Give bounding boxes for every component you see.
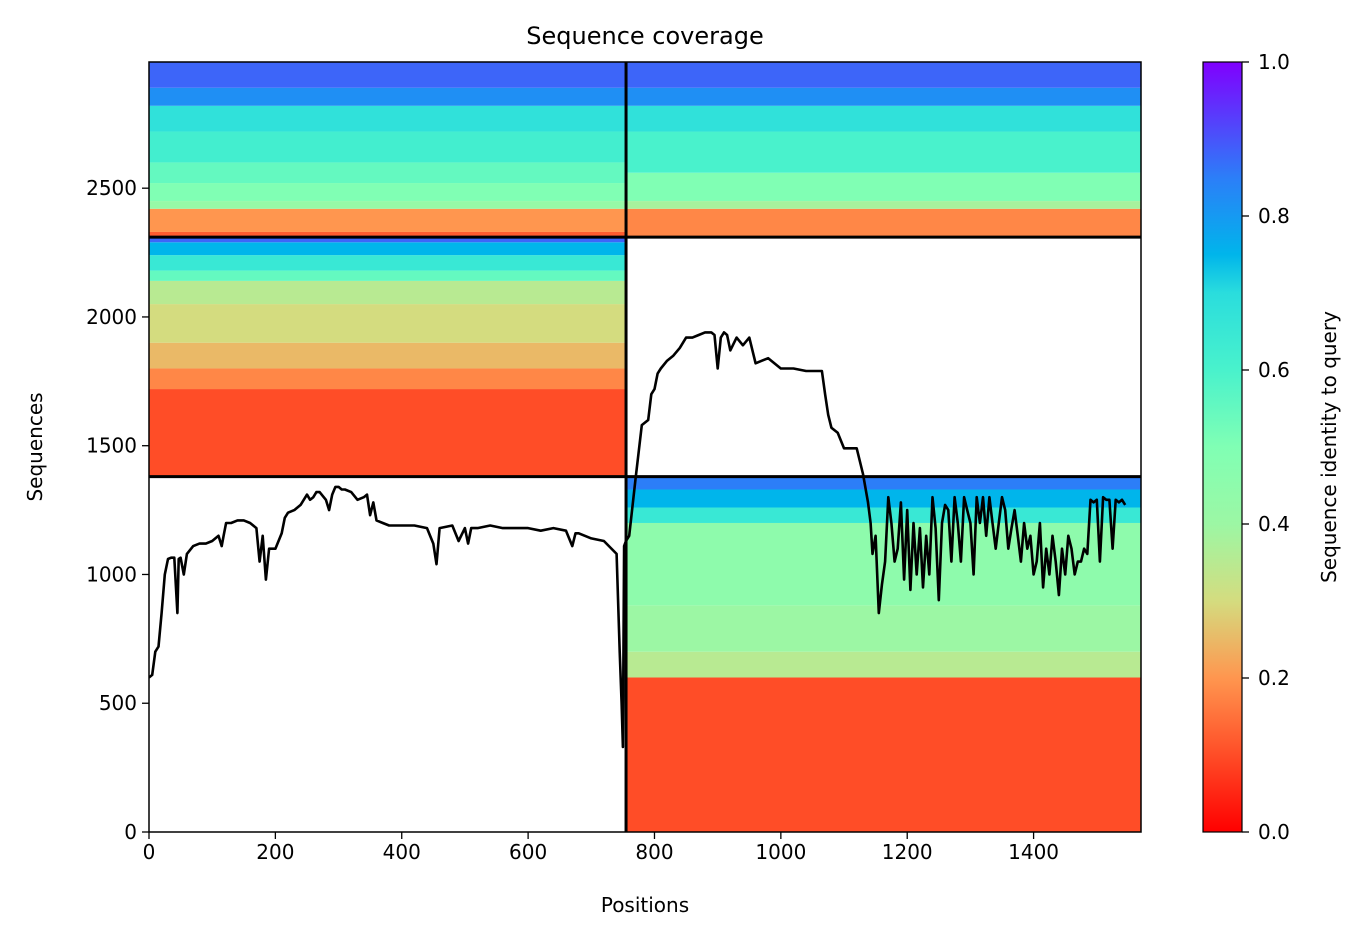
x-tick-label-200: 200 xyxy=(256,840,294,864)
coverage-band-3-6 xyxy=(626,476,1141,490)
colorbar-tick-label-0.6: 0.6 xyxy=(1258,358,1290,382)
y-tick-label-2500: 2500 xyxy=(86,176,137,200)
coverage-band-0-1 xyxy=(149,208,627,232)
x-tick-label-1000: 1000 xyxy=(755,840,806,864)
coverage-band-1-4 xyxy=(626,105,1141,132)
plot-frame xyxy=(148,61,1142,833)
coverage-band-2-6 xyxy=(149,255,627,271)
colorbar-ticks: 0.0 0.2 0.4 0.6 0.8 1.0 xyxy=(1242,50,1290,844)
coverage-band-3-4 xyxy=(626,507,1141,523)
y-tick-label-1500: 1500 xyxy=(86,434,137,458)
colorbar-tick-label-0.2: 0.2 xyxy=(1258,666,1290,690)
colorbar-tick-label-1.0: 1.0 xyxy=(1258,50,1290,74)
coverage-band-3-1 xyxy=(626,651,1141,678)
coverage-band-0-4 xyxy=(149,162,627,184)
coverage-band-2-3 xyxy=(149,304,627,343)
coverage-band-3-0 xyxy=(626,677,1141,832)
coverage-band-2-2 xyxy=(149,342,627,369)
coverage-band-0-3 xyxy=(149,183,627,202)
x-tick-label-800: 800 xyxy=(635,840,673,864)
y-tick-label-500: 500 xyxy=(99,691,137,715)
x-tick-label-400: 400 xyxy=(383,840,421,864)
coverage-band-0-7 xyxy=(149,87,627,106)
coverage-band-2-1 xyxy=(149,368,627,390)
coverage-band-1-0 xyxy=(626,208,1141,238)
coverage-band-0-5 xyxy=(149,131,627,163)
y-axis-ticks: 0 500 1000 1500 2000 2500 xyxy=(86,176,149,844)
coverage-band-0-6 xyxy=(149,105,627,132)
chart-title: Sequence coverage xyxy=(526,22,763,50)
colorbar-tick-label-0.8: 0.8 xyxy=(1258,204,1290,228)
coverage-band-2-8 xyxy=(149,237,627,243)
coverage-heatmap xyxy=(149,62,1141,832)
coverage-band-0-8 xyxy=(149,62,627,88)
coverage-band-2-7 xyxy=(149,242,627,256)
coverage-line-layer xyxy=(149,331,1127,749)
coverage-band-1-1 xyxy=(626,201,1141,209)
coverage-band-3-2 xyxy=(626,605,1141,652)
x-tick-label-600: 600 xyxy=(509,840,547,864)
y-tick-label-2000: 2000 xyxy=(86,305,137,329)
coverage-band-1-2 xyxy=(626,172,1141,202)
coverage-band-1-6 xyxy=(626,62,1141,88)
coverage-band-2-5 xyxy=(149,270,627,281)
coverage-band-2-0 xyxy=(149,389,627,477)
x-tick-label-0: 0 xyxy=(143,840,156,864)
colorbar-tick-label-0.0: 0.0 xyxy=(1258,820,1290,844)
coverage-band-0-2 xyxy=(149,201,627,209)
colorbar-label: Sequence identity to query xyxy=(1317,311,1341,583)
coverage-band-1-5 xyxy=(626,87,1141,106)
coverage-band-3-5 xyxy=(626,489,1141,508)
coverage-line xyxy=(149,331,1127,749)
coverage-band-1-3 xyxy=(626,131,1141,173)
coverage-band-2-4 xyxy=(149,280,627,305)
chain-boundaries xyxy=(149,62,1141,832)
colorbar xyxy=(1202,61,1243,833)
x-axis-ticks: 0 200 400 600 800 1000 1200 1400 xyxy=(143,832,1059,864)
x-tick-label-1200: 1200 xyxy=(882,840,933,864)
x-axis-label: Positions xyxy=(601,893,689,917)
colorbar-tick-label-0.4: 0.4 xyxy=(1258,512,1290,536)
coverage-band-0-0 xyxy=(149,231,627,238)
y-tick-label-1000: 1000 xyxy=(86,562,137,586)
y-tick-label-0: 0 xyxy=(124,820,137,844)
x-tick-label-1400: 1400 xyxy=(1008,840,1059,864)
y-axis-label: Sequences xyxy=(23,392,47,501)
